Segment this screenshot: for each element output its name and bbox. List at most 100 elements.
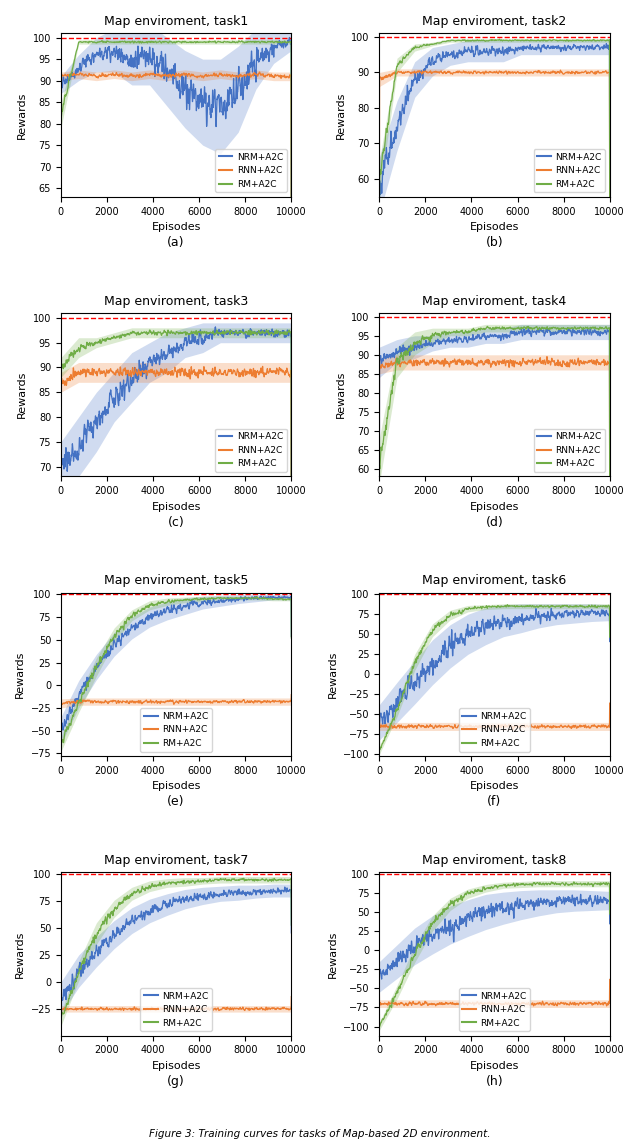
RNN+A2C xyxy=(531,720,539,733)
RNN+A2C xyxy=(376,228,383,241)
RNN+A2C xyxy=(57,988,65,1002)
NRM+A2C xyxy=(213,889,221,903)
RM+A2C xyxy=(420,38,428,51)
NRM+A2C xyxy=(606,196,614,209)
RNN+A2C xyxy=(606,209,614,223)
RNN+A2C xyxy=(256,65,264,79)
Line: RNN+A2C: RNN+A2C xyxy=(380,357,610,531)
RM+A2C xyxy=(510,876,518,890)
RNN+A2C xyxy=(216,1003,224,1017)
RNN+A2C xyxy=(81,693,88,707)
RNN+A2C xyxy=(420,64,428,78)
NRM+A2C xyxy=(213,326,221,340)
RNN+A2C xyxy=(58,698,66,712)
RM+A2C xyxy=(504,598,511,612)
NRM+A2C xyxy=(595,893,602,907)
NRM+A2C xyxy=(276,591,284,605)
RM+A2C xyxy=(287,919,295,932)
RNN+A2C xyxy=(216,363,224,376)
RNN+A2C xyxy=(399,66,406,80)
Line: RNN+A2C: RNN+A2C xyxy=(380,70,610,235)
NRM+A2C xyxy=(510,43,518,57)
NRM+A2C xyxy=(531,898,539,912)
RM+A2C xyxy=(287,541,295,555)
RNN+A2C xyxy=(276,1002,284,1016)
Text: (a): (a) xyxy=(168,236,185,249)
RM+A2C xyxy=(531,320,539,334)
NRM+A2C xyxy=(281,880,289,893)
RM+A2C xyxy=(240,872,248,885)
RNN+A2C xyxy=(531,64,539,78)
RNN+A2C xyxy=(213,367,221,381)
RM+A2C xyxy=(191,874,199,888)
Line: RNN+A2C: RNN+A2C xyxy=(61,72,291,272)
RM+A2C xyxy=(534,323,542,336)
RNN+A2C xyxy=(259,359,266,373)
RNN+A2C xyxy=(399,720,406,733)
NRM+A2C xyxy=(606,635,614,649)
X-axis label: Episodes: Episodes xyxy=(470,1060,519,1071)
RNN+A2C xyxy=(606,507,614,521)
RM+A2C xyxy=(102,334,110,348)
Line: RNN+A2C: RNN+A2C xyxy=(61,694,291,705)
RNN+A2C xyxy=(276,69,284,82)
NRM+A2C xyxy=(376,955,383,969)
Line: RM+A2C: RM+A2C xyxy=(380,605,610,749)
RM+A2C xyxy=(287,631,295,645)
Line: RM+A2C: RM+A2C xyxy=(380,39,610,286)
RNN+A2C xyxy=(534,996,542,1010)
RM+A2C xyxy=(191,591,199,605)
NRM+A2C xyxy=(534,606,542,620)
NRM+A2C xyxy=(81,962,88,976)
NRM+A2C xyxy=(191,82,199,96)
RM+A2C xyxy=(253,590,261,604)
RM+A2C xyxy=(606,630,614,644)
RNN+A2C xyxy=(276,696,284,709)
RNN+A2C xyxy=(213,1002,221,1016)
Line: NRM+A2C: NRM+A2C xyxy=(380,43,610,288)
X-axis label: Episodes: Episodes xyxy=(152,781,201,792)
NRM+A2C xyxy=(59,723,67,737)
NRM+A2C xyxy=(213,595,221,609)
NRM+A2C xyxy=(595,325,602,339)
Line: RM+A2C: RM+A2C xyxy=(61,597,291,744)
RNN+A2C xyxy=(531,355,539,368)
RNN+A2C xyxy=(534,721,542,734)
RNN+A2C xyxy=(137,1004,145,1018)
Line: NRM+A2C: NRM+A2C xyxy=(61,887,291,1001)
NRM+A2C xyxy=(102,931,110,945)
RNN+A2C xyxy=(216,66,224,80)
RNN+A2C xyxy=(376,970,383,984)
RNN+A2C xyxy=(287,990,295,1003)
RNN+A2C xyxy=(81,365,88,379)
NRM+A2C xyxy=(57,700,65,714)
Text: (b): (b) xyxy=(486,236,503,249)
RM+A2C xyxy=(420,638,428,652)
NRM+A2C xyxy=(285,31,293,45)
Text: (d): (d) xyxy=(486,516,503,529)
NRM+A2C xyxy=(534,38,542,51)
RM+A2C xyxy=(510,33,518,47)
Text: Figure 3: Training curves for tasks of Map-based 2D environment.: Figure 3: Training curves for tasks of M… xyxy=(149,1129,491,1139)
NRM+A2C xyxy=(595,39,602,53)
RNN+A2C xyxy=(376,524,383,538)
RM+A2C xyxy=(102,912,110,925)
NRM+A2C xyxy=(399,340,406,353)
Line: RNN+A2C: RNN+A2C xyxy=(61,366,291,597)
NRM+A2C xyxy=(287,925,295,939)
RNN+A2C xyxy=(191,70,199,84)
RM+A2C xyxy=(58,1011,65,1025)
NRM+A2C xyxy=(81,56,88,70)
NRM+A2C xyxy=(531,42,539,56)
NRM+A2C xyxy=(58,994,65,1008)
NRM+A2C xyxy=(191,331,199,344)
Text: (f): (f) xyxy=(487,795,502,809)
RNN+A2C xyxy=(420,998,428,1011)
RM+A2C xyxy=(213,591,221,605)
NRM+A2C xyxy=(376,281,383,295)
RNN+A2C xyxy=(420,353,428,367)
NRM+A2C xyxy=(216,325,224,339)
Text: (h): (h) xyxy=(486,1075,503,1088)
RM+A2C xyxy=(81,34,88,48)
RM+A2C xyxy=(534,33,542,47)
